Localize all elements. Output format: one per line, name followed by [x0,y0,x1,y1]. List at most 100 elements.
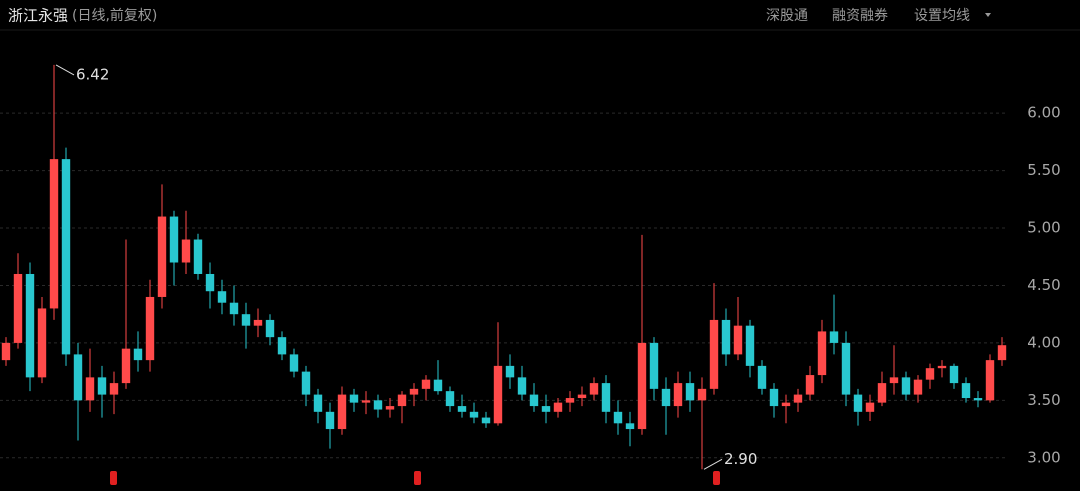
candle-body [673,383,683,407]
annotation-arrow [55,64,75,76]
candle-body [997,345,1007,361]
candle-body [685,383,695,401]
candle-body [409,388,419,395]
candle-body [529,394,539,407]
candle-body [613,411,623,424]
candle-body [481,417,491,424]
button[interactable]: 深股通 [766,8,808,24]
candle-body [229,302,239,315]
candle-body [781,402,791,407]
candle-body [565,398,575,403]
candle-body [553,402,563,412]
candle-body [853,394,863,412]
candle-body [61,159,71,355]
candle-body [733,325,743,355]
candle-body [745,325,755,366]
signal-icon [110,471,117,485]
signal-icon [414,471,421,485]
candle-body [277,337,287,355]
candle-body [241,314,251,326]
candle-body [865,402,875,412]
candle-body [709,319,719,389]
candle-body [805,375,815,395]
annotation-label: 6.42 [76,65,109,83]
button[interactable]: 设置均线 [914,8,970,24]
candle-body [505,365,515,378]
candle-body [649,342,659,389]
candle-body [313,394,323,412]
y-tick-label: 5.50 [1027,161,1060,179]
candle-body [181,239,191,263]
signal-icon [713,471,720,485]
candle-body [601,383,611,412]
y-tick-label: 4.50 [1027,276,1060,294]
candle-body [37,308,47,378]
candle-body [949,365,959,384]
candle-body [661,388,671,407]
candle-body [457,406,467,412]
annotation-label: 2.90 [724,450,757,468]
candle-body [73,354,83,401]
y-tick-label: 3.50 [1027,391,1060,409]
y-tick-label: 6.00 [1027,104,1060,122]
candle-body [517,377,527,395]
candle-body [157,216,167,297]
candle-body [133,348,143,361]
candle-body [13,273,23,343]
candle-body [193,239,203,274]
candle-body [301,371,311,395]
candle-body [421,379,431,389]
candle-body [925,368,935,380]
candle-body [85,377,95,401]
chart-subtitle: (日线,前复权) [72,7,157,24]
candle-body [121,348,131,384]
candle-body [25,273,35,378]
candle-body [349,394,359,403]
candle-body [913,379,923,395]
candle-body [169,216,179,263]
candle-body [205,273,215,292]
candle-body [901,377,911,395]
y-tick-label: 4.00 [1027,333,1060,351]
dropdown-arrow[interactable] [985,13,991,17]
candle-body [253,319,263,326]
candle-body [337,394,347,430]
candle-body [697,388,707,401]
candle-body [97,377,107,395]
candle-body [985,360,995,401]
candle-body [625,423,635,430]
candle-body [325,411,335,430]
candle-body [289,354,299,372]
candle-body [361,400,371,403]
y-tick-label: 3.00 [1027,448,1060,466]
annotation-arrow [703,458,723,470]
candle-body [49,159,59,309]
candle-body [1,342,11,361]
candle-body [385,406,395,410]
button[interactable]: 融资融券 [832,8,888,24]
y-tick-label: 5.00 [1027,219,1060,237]
candle-body [265,319,275,338]
candle-body [877,383,887,403]
candle-body [433,379,443,392]
candle-body [145,296,155,361]
candle-body [493,365,503,424]
candle-body [793,394,803,403]
candle-body [961,383,971,399]
candle-body [937,365,947,369]
candle-body [721,319,731,355]
stock-name: 浙江永强 [8,7,68,25]
candle-body [889,377,899,384]
candle-body [637,342,647,430]
candle-body [109,383,119,395]
candle-body [973,398,983,401]
candle-body [541,406,551,412]
candle-body [769,388,779,407]
candle-body [817,331,827,376]
candle-body [373,400,383,410]
signal-icons [110,471,720,485]
candle-body [757,365,767,389]
